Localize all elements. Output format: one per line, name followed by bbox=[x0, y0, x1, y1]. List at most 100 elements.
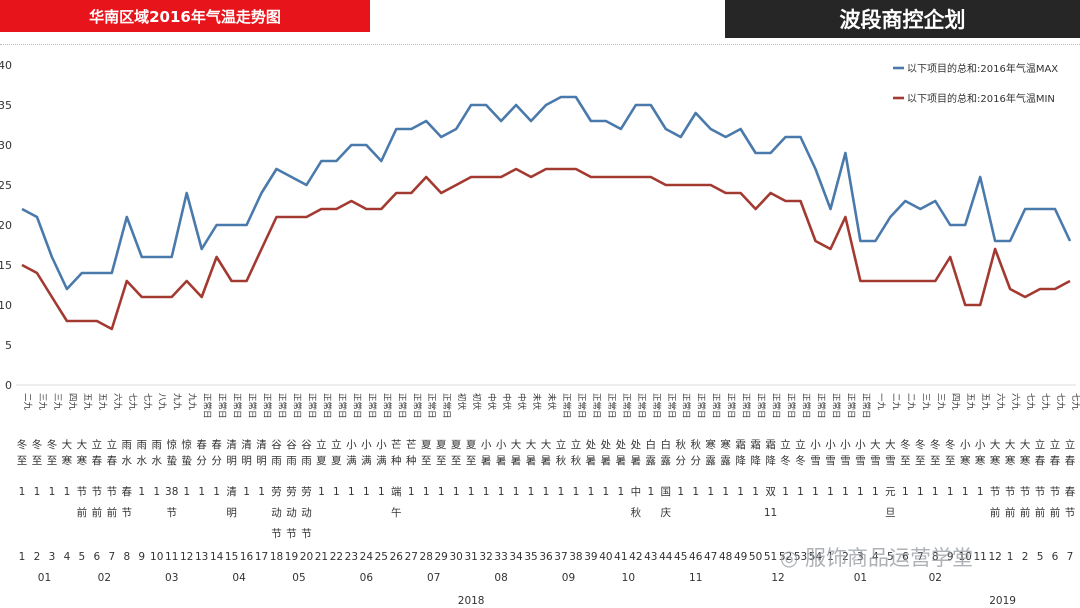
holiday-label: 前 bbox=[1005, 506, 1016, 519]
solar-term-label: 大 bbox=[1005, 438, 1016, 451]
day-type-label: 七九 bbox=[1040, 393, 1050, 411]
holiday-label: 午 bbox=[391, 506, 402, 519]
holiday-label: 1 bbox=[902, 486, 909, 498]
solar-term-label: 冬 bbox=[780, 454, 791, 467]
solar-term-label: 雪 bbox=[885, 455, 896, 467]
week-label: 1 bbox=[827, 551, 834, 563]
solar-term-label: 雪 bbox=[870, 455, 881, 467]
day-type-label: 初伏 bbox=[456, 393, 467, 411]
day-type-label: 正常日 bbox=[606, 393, 617, 419]
holiday-label: 1 bbox=[558, 486, 565, 498]
week-label: 24 bbox=[360, 551, 374, 563]
solar-term-label: 雪 bbox=[825, 455, 836, 467]
week-label: 7 bbox=[917, 551, 924, 563]
solar-term-label: 雨 bbox=[301, 455, 312, 467]
solar-term-label: 寒 bbox=[77, 454, 88, 467]
holiday-label: 1 bbox=[513, 486, 520, 498]
week-label: 12 bbox=[988, 551, 1001, 563]
day-type-label: 正常日 bbox=[696, 393, 707, 419]
day-type-label: 正常日 bbox=[815, 393, 826, 419]
week-label: 35 bbox=[524, 551, 537, 563]
holiday-label: 38 bbox=[165, 486, 178, 498]
solar-term-label: 大 bbox=[885, 438, 896, 451]
day-type-label: 九九 bbox=[187, 393, 197, 411]
holiday-label: 1 bbox=[647, 486, 654, 498]
solar-term-label: 水 bbox=[137, 455, 148, 467]
week-label: 7 bbox=[108, 551, 115, 563]
holiday-label: 1 bbox=[827, 486, 834, 498]
day-type-label: 正常日 bbox=[411, 393, 422, 419]
day-type-label: 正常日 bbox=[801, 393, 812, 419]
solar-term-label: 春 bbox=[1050, 455, 1061, 467]
holiday-label: 前 bbox=[1050, 506, 1061, 519]
solar-term-label: 大 bbox=[526, 438, 537, 451]
month-label: 03 bbox=[165, 572, 178, 584]
day-type-label: 正常日 bbox=[741, 393, 752, 419]
y-tick-label: 30 bbox=[0, 139, 12, 152]
month-label: 12 bbox=[771, 572, 784, 584]
solar-term-label: 小 bbox=[855, 439, 866, 451]
month-label: 05 bbox=[292, 572, 305, 584]
holiday-label: 1 bbox=[677, 486, 684, 498]
week-label: 43 bbox=[644, 551, 657, 563]
holiday-label: 节 bbox=[1035, 486, 1046, 498]
day-type-label: 正常日 bbox=[860, 393, 871, 419]
week-label: 52 bbox=[779, 551, 792, 563]
month-label: 01 bbox=[854, 572, 867, 584]
week-label: 45 bbox=[674, 551, 687, 563]
solar-term-label: 冬 bbox=[795, 454, 806, 467]
day-type-label: 一九 bbox=[875, 393, 885, 411]
holiday-label: 1 bbox=[468, 486, 475, 498]
year-label: 2018 bbox=[458, 595, 485, 607]
solar-term-label: 寒 bbox=[1020, 454, 1031, 467]
solar-term-label: 小 bbox=[960, 439, 971, 451]
solar-term-label: 清 bbox=[226, 438, 237, 451]
solar-term-label: 雨 bbox=[286, 455, 297, 467]
solar-term-label: 雨 bbox=[137, 439, 148, 451]
solar-term-label: 立 bbox=[1035, 438, 1046, 451]
holiday-label: 前 bbox=[77, 506, 88, 519]
day-type-label: 正常日 bbox=[576, 393, 587, 419]
day-type-label: 正常日 bbox=[247, 393, 258, 419]
day-type-label: 初伏 bbox=[471, 393, 482, 411]
solar-term-label: 冬 bbox=[930, 438, 941, 451]
week-label: 6 bbox=[94, 551, 101, 563]
week-label: 30 bbox=[449, 551, 462, 563]
holiday-label: 11 bbox=[764, 507, 777, 519]
week-label: 54 bbox=[809, 551, 823, 563]
week-label: 2 bbox=[34, 551, 41, 563]
solar-term-label: 小 bbox=[975, 439, 986, 451]
solar-term-label: 冬 bbox=[32, 438, 43, 451]
solar-term-label: 立 bbox=[316, 438, 327, 451]
day-type-label: 中伏 bbox=[501, 393, 512, 411]
holiday-label: 1 bbox=[318, 486, 325, 498]
solar-term-label: 暑 bbox=[481, 455, 492, 467]
holiday-label: 节 bbox=[166, 507, 177, 519]
solar-term-label: 谷 bbox=[301, 439, 312, 451]
week-label: 2 bbox=[1022, 551, 1029, 563]
day-type-label: 正常日 bbox=[830, 393, 841, 419]
solar-term-label: 种 bbox=[406, 454, 417, 467]
solar-term-label: 春 bbox=[107, 455, 118, 467]
day-type-label: 三九 bbox=[37, 393, 47, 411]
holiday-label: 1 bbox=[348, 486, 355, 498]
legend-label: 以下项目的总和:2016年气温MIN bbox=[907, 92, 1055, 105]
holiday-label: 1 bbox=[603, 486, 610, 498]
week-label: 4 bbox=[64, 551, 71, 563]
week-label: 11 bbox=[165, 551, 178, 563]
week-label: 22 bbox=[330, 551, 343, 563]
holiday-label: 节 bbox=[271, 528, 282, 540]
holiday-label: 1 bbox=[483, 486, 490, 498]
solar-term-label: 谷 bbox=[286, 439, 297, 451]
holiday-label: 1 bbox=[213, 486, 220, 498]
solar-term-label: 至 bbox=[466, 455, 477, 467]
wechat-icon: ◎ bbox=[780, 546, 799, 570]
week-label: 2 bbox=[842, 551, 849, 563]
holiday-label: 庆 bbox=[661, 506, 672, 519]
week-label: 51 bbox=[764, 551, 777, 563]
solar-term-label: 冬 bbox=[945, 438, 956, 451]
solar-term-label: 冬 bbox=[17, 438, 28, 451]
holiday-label: 1 bbox=[64, 486, 71, 498]
solar-term-label: 立 bbox=[1065, 438, 1076, 451]
solar-term-label: 水 bbox=[151, 455, 162, 467]
